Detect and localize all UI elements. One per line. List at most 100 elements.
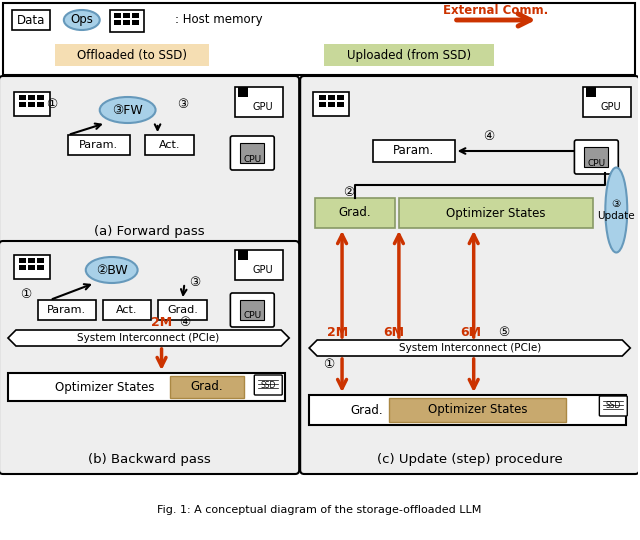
Text: GPU: GPU xyxy=(601,102,621,112)
Bar xyxy=(319,95,326,100)
Bar xyxy=(37,95,44,100)
Bar xyxy=(28,265,35,270)
Bar xyxy=(145,135,195,155)
Bar xyxy=(313,92,349,116)
Bar xyxy=(584,147,609,167)
Text: ②: ② xyxy=(344,186,355,199)
Bar xyxy=(19,95,26,100)
Bar xyxy=(586,87,596,97)
Text: System Interconnect (PCIe): System Interconnect (PCIe) xyxy=(399,343,541,353)
Bar xyxy=(12,10,50,30)
Text: Param.: Param. xyxy=(79,140,118,150)
Text: SSD: SSD xyxy=(605,402,621,410)
Bar xyxy=(584,87,631,117)
Text: GPU: GPU xyxy=(253,265,273,275)
Bar xyxy=(241,143,264,163)
FancyBboxPatch shape xyxy=(230,136,275,170)
Bar xyxy=(3,3,636,75)
Bar xyxy=(170,376,244,398)
Bar xyxy=(68,135,130,155)
Text: Optimizer States: Optimizer States xyxy=(446,206,545,219)
Bar xyxy=(19,102,26,107)
Text: Uploaded (from SSD): Uploaded (from SSD) xyxy=(347,49,471,62)
Text: CPU: CPU xyxy=(588,159,605,167)
Bar xyxy=(132,13,139,18)
FancyBboxPatch shape xyxy=(300,76,639,474)
Text: ④: ④ xyxy=(179,316,190,329)
Ellipse shape xyxy=(100,97,156,123)
Text: Param.: Param. xyxy=(393,145,435,158)
Text: ⑤: ⑤ xyxy=(498,327,509,340)
Text: (a) Forward pass: (a) Forward pass xyxy=(94,226,205,239)
Text: ③: ③ xyxy=(189,275,200,288)
Text: Offloaded (to SSD): Offloaded (to SSD) xyxy=(77,49,187,62)
Bar xyxy=(236,250,284,280)
Text: ③FW: ③FW xyxy=(112,104,143,117)
Bar xyxy=(114,13,121,18)
Polygon shape xyxy=(309,340,630,356)
Text: ③
Update: ③ Update xyxy=(598,199,635,221)
Text: Optimizer States: Optimizer States xyxy=(55,381,154,394)
Bar xyxy=(14,92,50,116)
Bar xyxy=(38,300,96,320)
Text: 6M: 6M xyxy=(383,327,404,340)
Ellipse shape xyxy=(64,10,100,30)
Text: 6M: 6M xyxy=(460,327,481,340)
Text: Grad.: Grad. xyxy=(351,403,383,416)
Bar xyxy=(19,265,26,270)
Bar xyxy=(389,398,566,422)
Text: ③: ③ xyxy=(177,98,188,111)
Bar xyxy=(114,20,121,25)
Text: Grad.: Grad. xyxy=(339,206,371,219)
Bar xyxy=(132,20,139,25)
Bar xyxy=(373,140,455,162)
Text: ②BW: ②BW xyxy=(96,264,127,276)
FancyBboxPatch shape xyxy=(254,375,282,395)
Text: Param.: Param. xyxy=(47,305,86,315)
Bar xyxy=(14,255,50,279)
Text: SSD: SSD xyxy=(260,381,276,389)
Polygon shape xyxy=(8,330,289,346)
Bar xyxy=(28,102,35,107)
Ellipse shape xyxy=(86,257,138,283)
Bar xyxy=(55,44,209,66)
Text: Data: Data xyxy=(17,14,45,26)
Text: (c) Update (step) procedure: (c) Update (step) procedure xyxy=(377,454,563,467)
Bar xyxy=(315,198,395,228)
Bar xyxy=(399,198,593,228)
Text: Optimizer States: Optimizer States xyxy=(428,403,527,416)
Bar xyxy=(337,95,344,100)
Bar xyxy=(238,250,248,260)
Text: Grad.: Grad. xyxy=(167,305,198,315)
Text: Grad.: Grad. xyxy=(190,381,223,394)
FancyBboxPatch shape xyxy=(599,396,627,416)
Text: ①: ① xyxy=(323,359,335,372)
Text: CPU: CPU xyxy=(243,312,261,321)
Bar xyxy=(37,258,44,263)
Bar xyxy=(123,20,130,25)
Ellipse shape xyxy=(605,167,627,253)
Text: External Comm.: External Comm. xyxy=(443,4,548,17)
Text: : Host memory: : Host memory xyxy=(175,14,262,26)
Bar xyxy=(28,258,35,263)
Bar xyxy=(328,102,335,107)
FancyBboxPatch shape xyxy=(230,293,275,327)
Bar xyxy=(324,44,493,66)
Bar xyxy=(337,102,344,107)
Text: ①: ① xyxy=(46,98,58,111)
Text: Act.: Act. xyxy=(116,305,138,315)
Text: (b) Backward pass: (b) Backward pass xyxy=(88,454,211,467)
Text: System Interconnect (PCIe): System Interconnect (PCIe) xyxy=(77,333,220,343)
Text: Act.: Act. xyxy=(159,140,180,150)
Text: Ops: Ops xyxy=(70,14,93,26)
Bar xyxy=(8,373,285,401)
Bar xyxy=(37,265,44,270)
Text: 2M: 2M xyxy=(326,327,348,340)
Text: ④: ④ xyxy=(483,131,494,144)
FancyBboxPatch shape xyxy=(575,140,618,174)
Bar xyxy=(157,300,207,320)
Bar xyxy=(236,87,284,117)
FancyBboxPatch shape xyxy=(0,76,299,244)
Bar xyxy=(109,10,143,32)
Text: Fig. 1: A conceptual diagram of the storage-offloaded LLM: Fig. 1: A conceptual diagram of the stor… xyxy=(157,505,481,515)
